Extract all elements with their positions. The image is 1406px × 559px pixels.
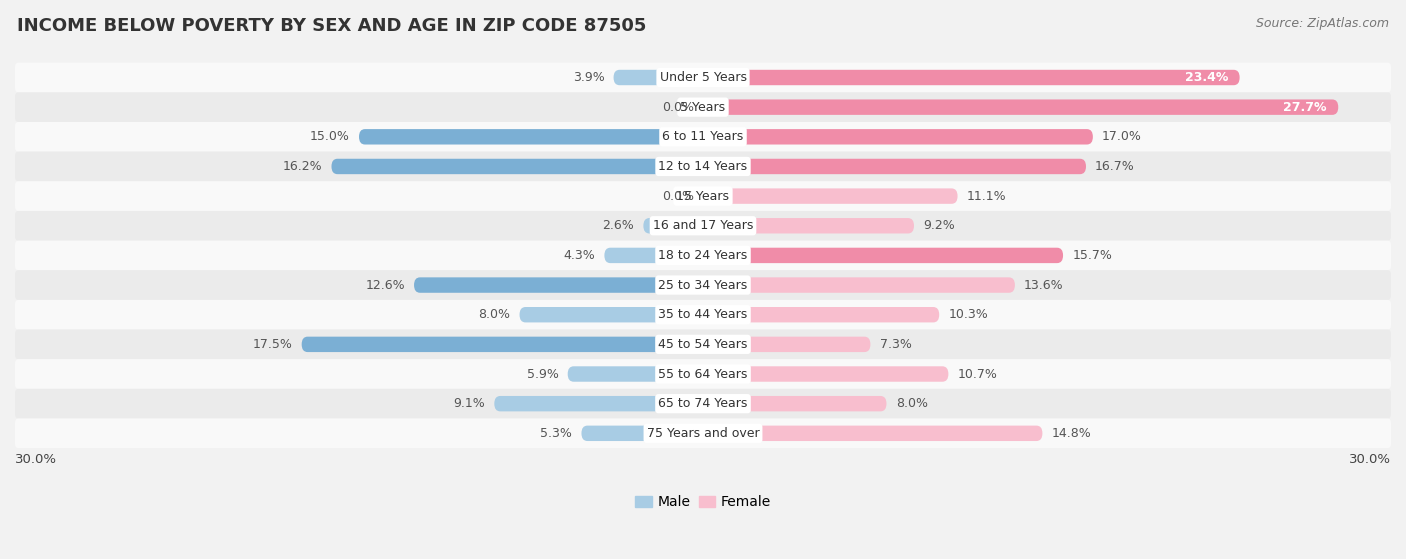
Text: Source: ZipAtlas.com: Source: ZipAtlas.com [1256,17,1389,30]
FancyBboxPatch shape [703,248,1063,263]
Text: 27.7%: 27.7% [1284,101,1327,113]
Text: 23.4%: 23.4% [1185,71,1229,84]
Text: 6 to 11 Years: 6 to 11 Years [662,130,744,143]
FancyBboxPatch shape [703,337,870,352]
Text: 0.0%: 0.0% [662,101,693,113]
FancyBboxPatch shape [15,63,1391,92]
Text: 12 to 14 Years: 12 to 14 Years [658,160,748,173]
Text: 55 to 64 Years: 55 to 64 Years [658,367,748,381]
FancyBboxPatch shape [568,366,703,382]
FancyBboxPatch shape [613,70,703,85]
FancyBboxPatch shape [15,151,1391,181]
Text: 25 to 34 Years: 25 to 34 Years [658,278,748,292]
FancyBboxPatch shape [15,359,1391,389]
FancyBboxPatch shape [359,129,703,145]
FancyBboxPatch shape [703,396,886,411]
Text: 14.8%: 14.8% [1052,427,1091,440]
Text: 75 Years and over: 75 Years and over [647,427,759,440]
FancyBboxPatch shape [703,188,957,204]
FancyBboxPatch shape [495,396,703,411]
Text: 16 and 17 Years: 16 and 17 Years [652,219,754,232]
FancyBboxPatch shape [332,159,703,174]
Text: 9.1%: 9.1% [453,397,485,410]
Text: Under 5 Years: Under 5 Years [659,71,747,84]
FancyBboxPatch shape [703,277,1015,293]
FancyBboxPatch shape [15,300,1391,330]
Text: 10.7%: 10.7% [957,367,997,381]
FancyBboxPatch shape [15,92,1391,122]
Text: 45 to 54 Years: 45 to 54 Years [658,338,748,351]
FancyBboxPatch shape [605,248,703,263]
FancyBboxPatch shape [703,129,1092,145]
Text: 30.0%: 30.0% [15,453,58,466]
Text: 11.1%: 11.1% [967,190,1007,202]
Text: 13.6%: 13.6% [1024,278,1064,292]
FancyBboxPatch shape [703,425,1042,441]
FancyBboxPatch shape [15,270,1391,300]
Legend: Male, Female: Male, Female [630,490,776,515]
Text: 4.3%: 4.3% [564,249,595,262]
Text: 17.5%: 17.5% [253,338,292,351]
Text: 5.9%: 5.9% [527,367,558,381]
Text: 30.0%: 30.0% [1348,453,1391,466]
Text: 18 to 24 Years: 18 to 24 Years [658,249,748,262]
FancyBboxPatch shape [644,218,703,234]
Text: 5.3%: 5.3% [540,427,572,440]
FancyBboxPatch shape [703,100,1339,115]
Text: 15 Years: 15 Years [676,190,730,202]
Text: 9.2%: 9.2% [924,219,955,232]
Text: INCOME BELOW POVERTY BY SEX AND AGE IN ZIP CODE 87505: INCOME BELOW POVERTY BY SEX AND AGE IN Z… [17,17,647,35]
Text: 16.7%: 16.7% [1095,160,1135,173]
FancyBboxPatch shape [15,181,1391,211]
FancyBboxPatch shape [582,425,703,441]
FancyBboxPatch shape [703,218,914,234]
Text: 15.0%: 15.0% [309,130,350,143]
Text: 16.2%: 16.2% [283,160,322,173]
FancyBboxPatch shape [15,330,1391,359]
FancyBboxPatch shape [15,240,1391,270]
FancyBboxPatch shape [520,307,703,323]
Text: 15.7%: 15.7% [1073,249,1112,262]
Text: 10.3%: 10.3% [949,308,988,321]
Text: 8.0%: 8.0% [478,308,510,321]
FancyBboxPatch shape [703,70,1240,85]
FancyBboxPatch shape [703,366,949,382]
FancyBboxPatch shape [15,419,1391,448]
Text: 3.9%: 3.9% [572,71,605,84]
Text: 12.6%: 12.6% [366,278,405,292]
Text: 8.0%: 8.0% [896,397,928,410]
Text: 17.0%: 17.0% [1102,130,1142,143]
FancyBboxPatch shape [15,211,1391,240]
Text: 5 Years: 5 Years [681,101,725,113]
FancyBboxPatch shape [703,307,939,323]
FancyBboxPatch shape [413,277,703,293]
Text: 65 to 74 Years: 65 to 74 Years [658,397,748,410]
Text: 2.6%: 2.6% [602,219,634,232]
FancyBboxPatch shape [15,389,1391,419]
FancyBboxPatch shape [703,159,1085,174]
Text: 0.0%: 0.0% [662,190,693,202]
Text: 35 to 44 Years: 35 to 44 Years [658,308,748,321]
Text: 7.3%: 7.3% [880,338,911,351]
FancyBboxPatch shape [15,122,1391,151]
FancyBboxPatch shape [302,337,703,352]
